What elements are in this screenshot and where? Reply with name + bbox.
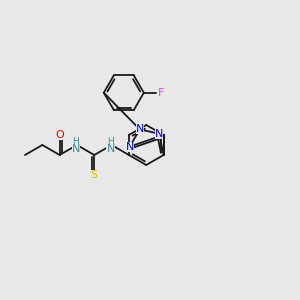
Text: H: H <box>73 137 79 146</box>
Text: N: N <box>136 124 144 134</box>
Text: N: N <box>155 129 164 139</box>
Text: H: H <box>107 137 114 146</box>
Text: N: N <box>72 144 80 154</box>
Text: S: S <box>91 170 98 180</box>
Text: O: O <box>55 130 64 140</box>
Text: N: N <box>106 144 115 154</box>
Text: N: N <box>125 142 134 152</box>
Text: F: F <box>158 88 164 98</box>
